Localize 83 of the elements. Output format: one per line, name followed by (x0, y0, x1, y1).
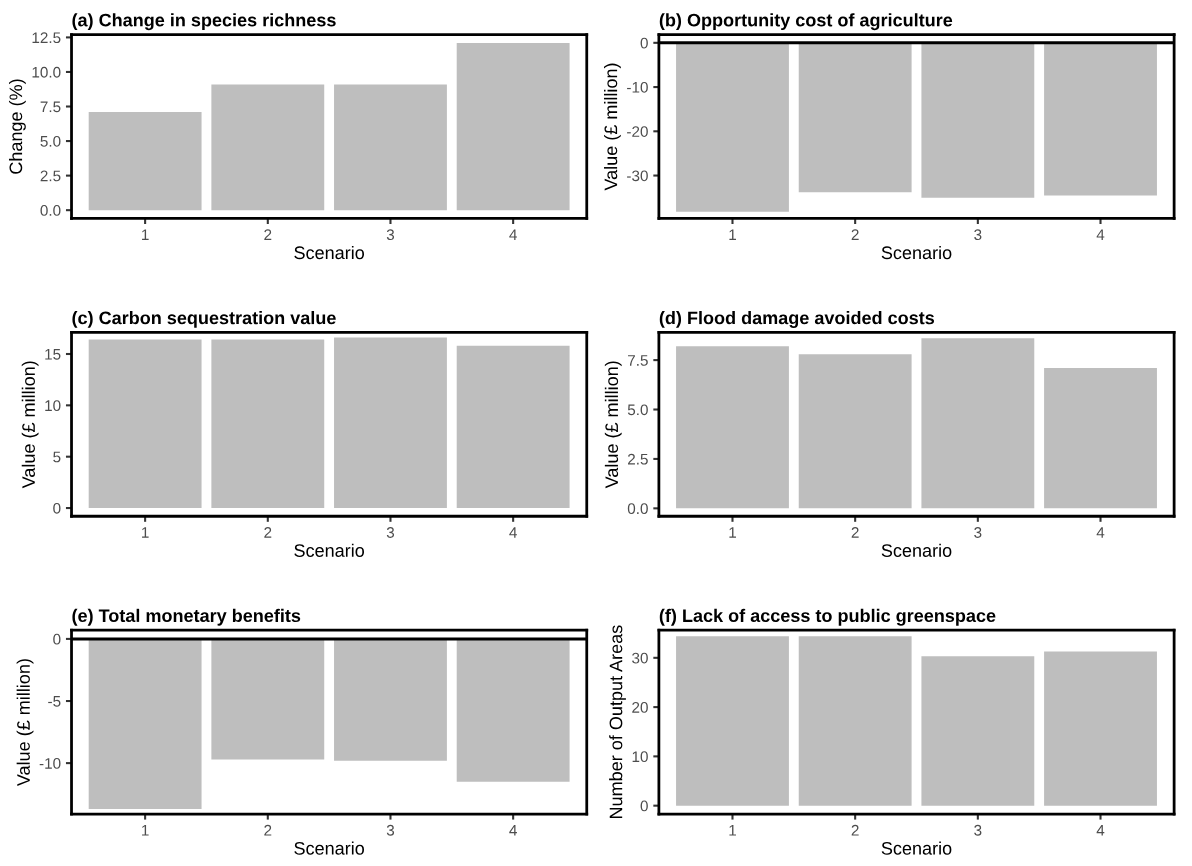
y-tick-label: -10 (627, 81, 648, 93)
x-axis-title: Scenario (294, 543, 365, 557)
x-tick-label: 4 (509, 825, 517, 836)
x-tick-label: 4 (1096, 527, 1105, 538)
x-tick-label: 4 (509, 527, 517, 538)
chart-title: (b) Opportunity cost of agriculture (659, 13, 953, 31)
y-tick-label: 30 (632, 652, 648, 664)
y-tick-label: -5 (48, 696, 61, 707)
y-tick-label: 5.0 (627, 404, 648, 416)
x-tick-label: 2 (264, 229, 272, 240)
bar (88, 112, 202, 211)
y-axis-title: Value (£ million) (16, 659, 34, 787)
y-tick-label: 10.0 (32, 66, 61, 78)
x-tick-label: 4 (1096, 825, 1105, 836)
y-tick-label: 0 (53, 502, 61, 514)
x-axis-title: Scenario (294, 245, 365, 260)
bar (334, 337, 447, 509)
x-tick-label: 3 (386, 229, 395, 241)
y-tick-label: 5 (53, 451, 61, 463)
y-axis-title: Value (£ million) (21, 361, 39, 489)
bar (334, 84, 447, 211)
y-tick-label: 10 (632, 751, 648, 763)
y-tick-label: -30 (627, 170, 648, 182)
y-tick-label: 2.5 (40, 170, 61, 182)
chart-title: (e) Total monetary benefits (72, 608, 301, 626)
x-tick-label: 4 (509, 229, 517, 240)
y-tick-label: 2.5 (628, 453, 648, 465)
bar (676, 346, 789, 509)
y-axis-title: Value (£ million) (604, 63, 621, 191)
x-tick-label: 2 (264, 527, 272, 538)
bar (211, 339, 325, 509)
y-tick-label: -20 (627, 126, 648, 137)
x-tick-label: 2 (264, 824, 272, 836)
x-tick-label: 3 (974, 824, 982, 836)
bar (921, 656, 1035, 806)
bar (798, 354, 912, 509)
x-tick-label: 1 (729, 527, 736, 538)
x-tick-label: 2 (851, 824, 859, 836)
y-axis-title: Change (%) (8, 79, 26, 174)
bar (798, 636, 912, 806)
y-tick-label: 0 (640, 37, 648, 49)
y-tick-label: 5.0 (40, 135, 61, 147)
x-tick-label: 1 (729, 825, 736, 836)
y-tick-label: 0.0 (627, 503, 648, 515)
y-axis-title: Value (£ million) (604, 361, 622, 489)
x-tick-label: 3 (386, 527, 395, 538)
x-tick-label: 3 (386, 824, 395, 836)
bar (88, 339, 202, 509)
x-tick-label: 1 (142, 229, 149, 240)
y-tick-label: 0.0 (40, 205, 61, 216)
y-tick-label: 12.5 (32, 32, 61, 44)
x-tick-label: 3 (974, 527, 982, 538)
chart-title: (d) Flood damage avoided costs (659, 311, 935, 328)
x-tick-label: 1 (729, 229, 736, 240)
chart-title: (c) Carbon sequestration value (72, 311, 336, 328)
x-axis-title: Scenario (294, 841, 365, 855)
bar (456, 42, 570, 211)
x-tick-label: 2 (851, 527, 859, 538)
chart-title: (f) Lack of access to public greenspace (659, 608, 996, 626)
bar (211, 84, 325, 211)
y-tick-label: 20 (632, 701, 648, 713)
bar (456, 345, 570, 509)
x-tick-label: 2 (851, 229, 859, 240)
x-tick-label: 3 (974, 229, 982, 241)
x-axis-title: Scenario (881, 841, 952, 855)
chart-title: (a) Change in species richness (72, 13, 336, 31)
bar (921, 338, 1035, 509)
y-tick-label: 7.5 (40, 101, 61, 113)
y-tick-label: 0 (53, 633, 61, 645)
y-tick-label: 7.5 (628, 355, 648, 366)
y-tick-label: 10 (45, 400, 61, 412)
x-tick-label: 1 (142, 825, 149, 836)
bar (1044, 368, 1157, 509)
y-tick-label: 15 (45, 349, 61, 360)
y-tick-label: 0 (640, 800, 648, 812)
y-axis-title: Number of Output Areas (609, 625, 626, 818)
x-axis-title: Scenario (881, 245, 952, 260)
bar (676, 636, 789, 806)
bar (1044, 651, 1157, 806)
x-axis-title: Scenario (881, 543, 952, 557)
x-tick-label: 1 (142, 527, 149, 538)
x-tick-label: 4 (1096, 229, 1105, 240)
y-tick-label: -10 (39, 757, 61, 769)
